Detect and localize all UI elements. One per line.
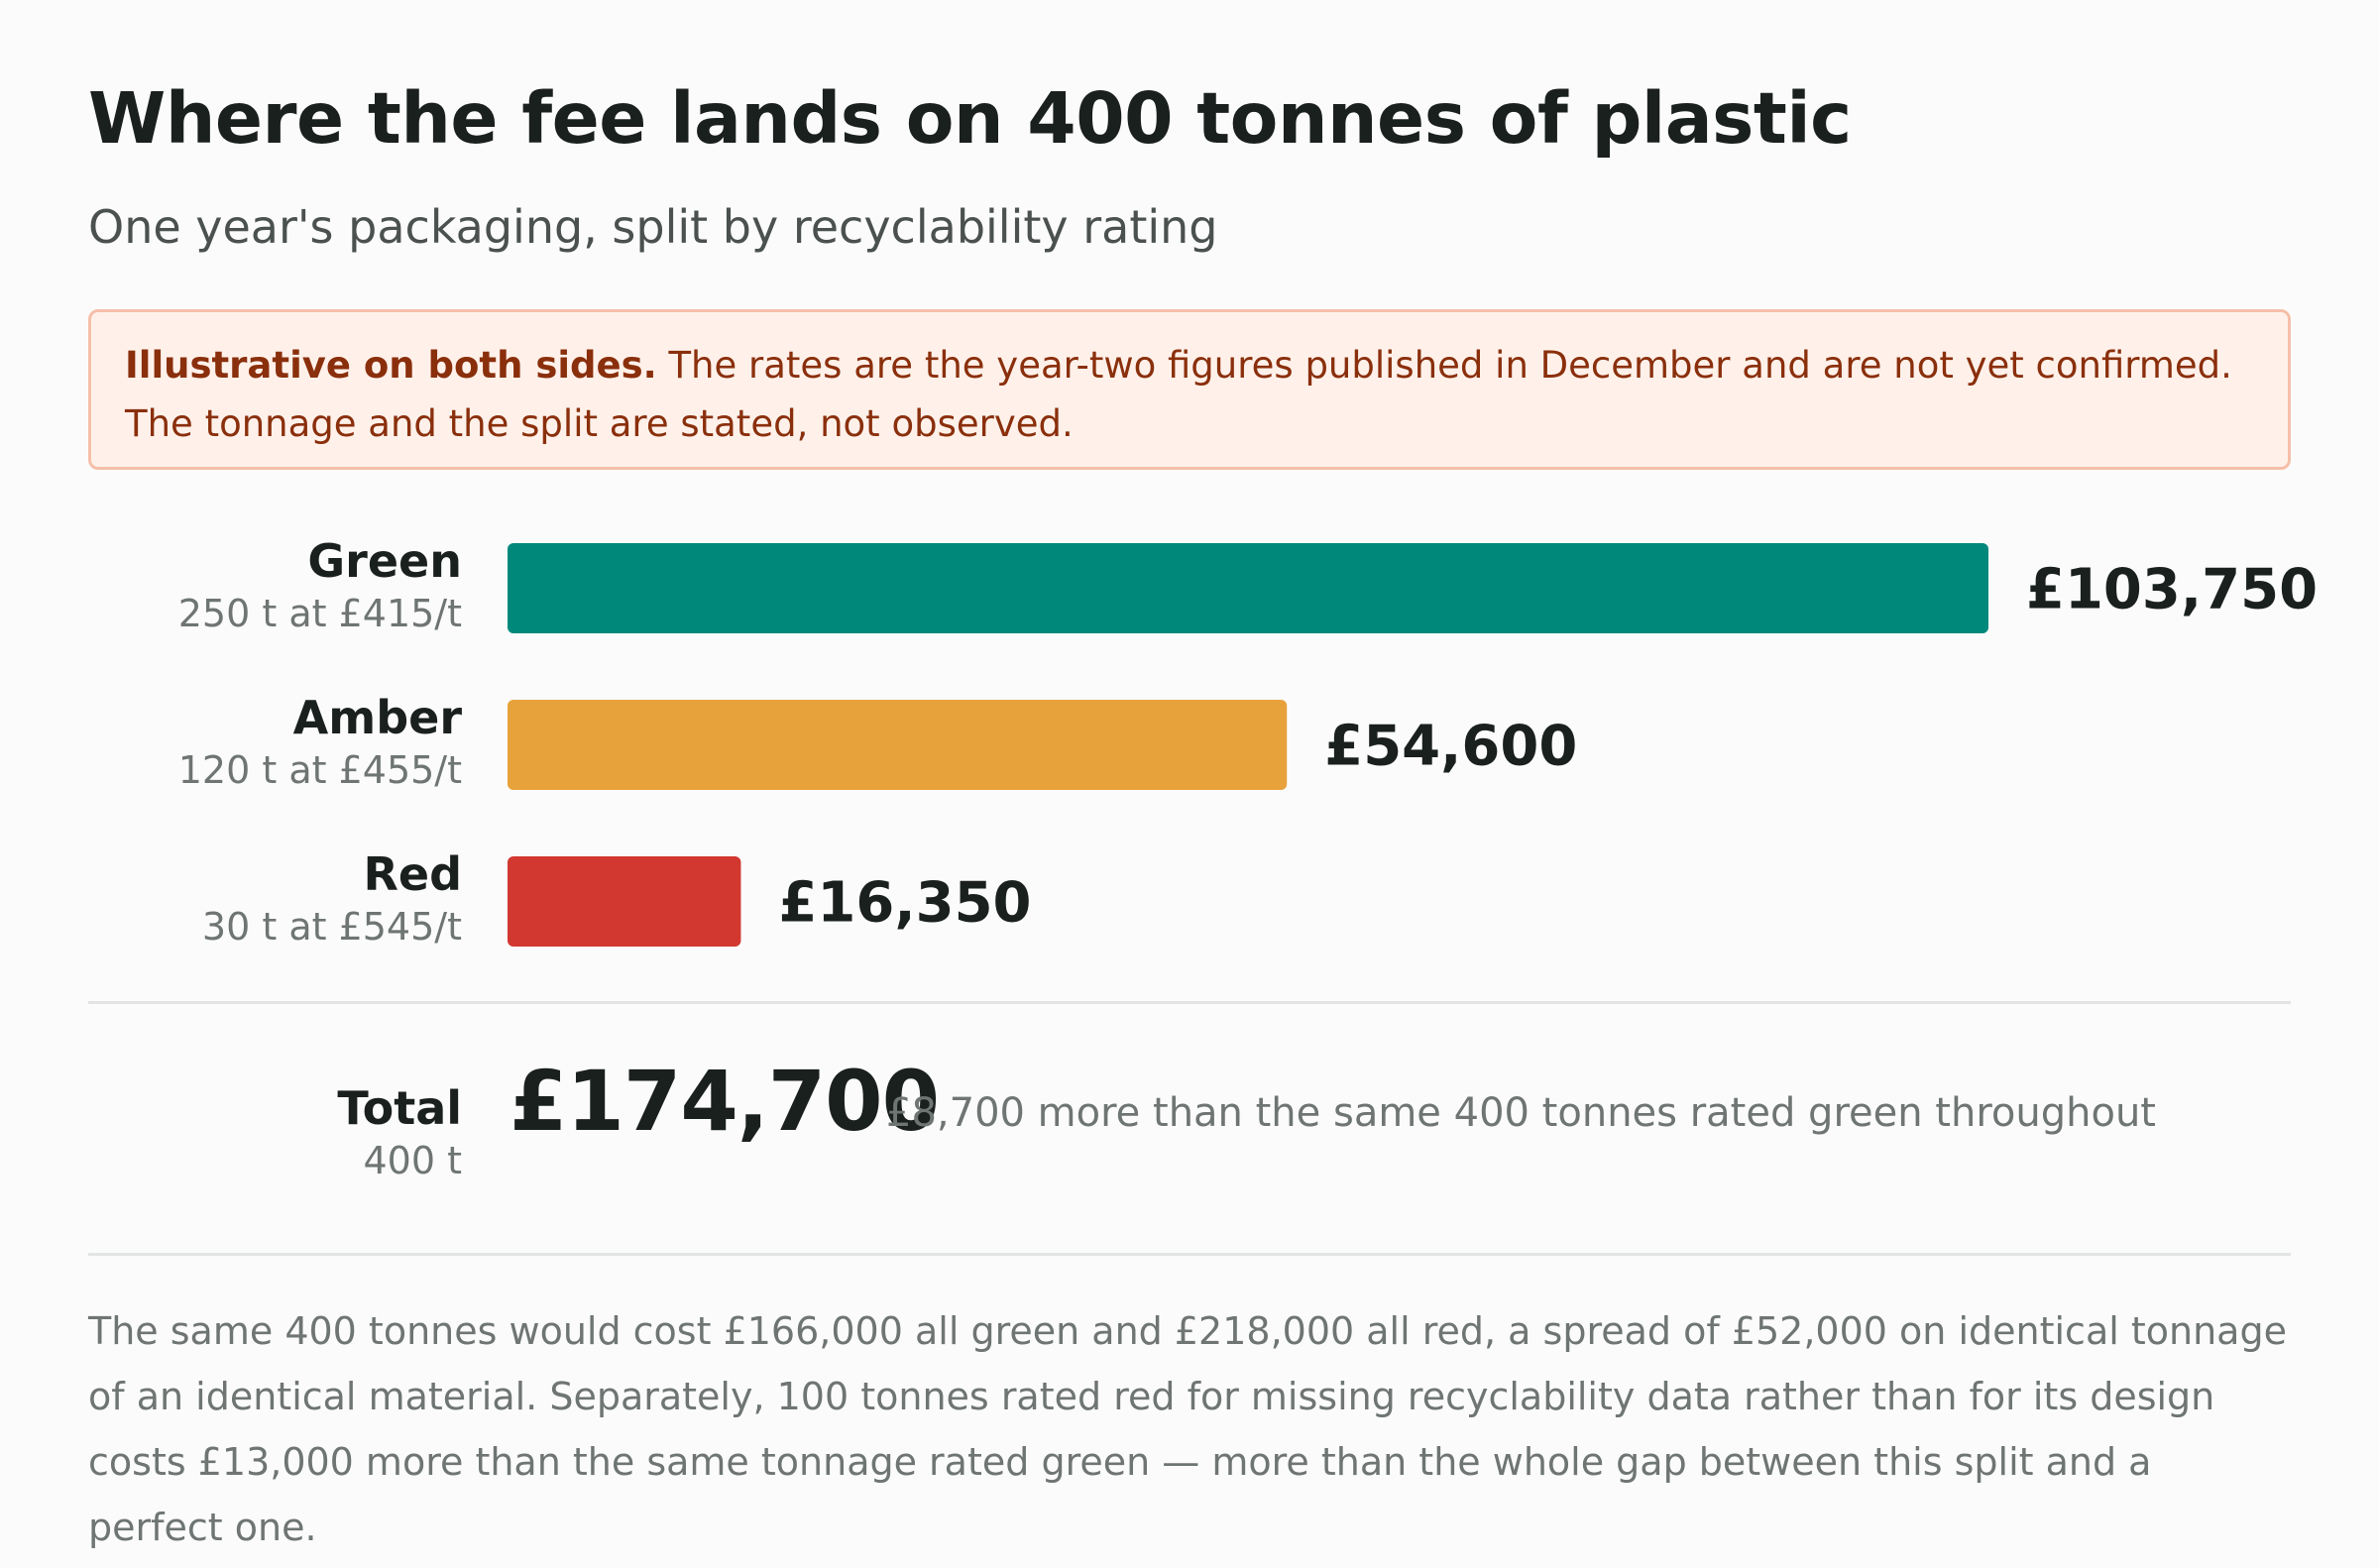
footnote: The same 400 tonnes would cost £166,000 … bbox=[88, 1309, 2287, 1549]
chart-page: Where the fee lands on 400 tonnes of pla… bbox=[88, 0, 2318, 1568]
value-label-amber: £54,600 bbox=[1324, 715, 1577, 779]
bar-amber bbox=[508, 700, 1288, 790]
total-note: £8,700 more than the same 400 tonnes rat… bbox=[886, 1090, 2156, 1136]
divider-bottom bbox=[88, 1253, 2291, 1256]
category-name: Green bbox=[307, 534, 462, 588]
category-detail: 250 t at £415/t bbox=[177, 592, 462, 635]
category-label-amber: Amber 120 t at £455/t bbox=[88, 690, 462, 795]
bar-chart: £103,750 £54,600 £16,350 bbox=[508, 543, 2318, 947]
category-detail: 120 t at £455/t bbox=[177, 748, 462, 792]
chart-title: Where the fee lands on 400 tonnes of pla… bbox=[88, 77, 1852, 160]
category-name: Amber bbox=[292, 691, 462, 744]
total-value: £174,700 bbox=[510, 1053, 940, 1150]
note-lead: Illustrative on both sides. bbox=[125, 344, 657, 387]
note-text: The rates are the year-two figures publi… bbox=[125, 344, 2232, 445]
total-name: Total bbox=[337, 1081, 462, 1135]
bar-red bbox=[508, 856, 741, 947]
divider-top bbox=[88, 1001, 2291, 1004]
value-label-green: £103,750 bbox=[2026, 558, 2318, 622]
total-label: Total 400 t bbox=[88, 1080, 462, 1185]
category-detail: 30 t at £545/t bbox=[201, 905, 462, 949]
illustrative-note: Illustrative on both sides. The rates ar… bbox=[88, 309, 2291, 470]
chart-subtitle: One year's packaging, split by recyclabi… bbox=[88, 200, 1218, 254]
category-name: Red bbox=[363, 847, 462, 901]
category-label-red: Red 30 t at £545/t bbox=[88, 846, 462, 952]
bar-green bbox=[508, 543, 1988, 633]
value-label-red: £16,350 bbox=[778, 871, 1031, 936]
category-label-green: Green 250 t at £415/t bbox=[88, 533, 462, 638]
total-detail: 400 t bbox=[363, 1139, 462, 1182]
